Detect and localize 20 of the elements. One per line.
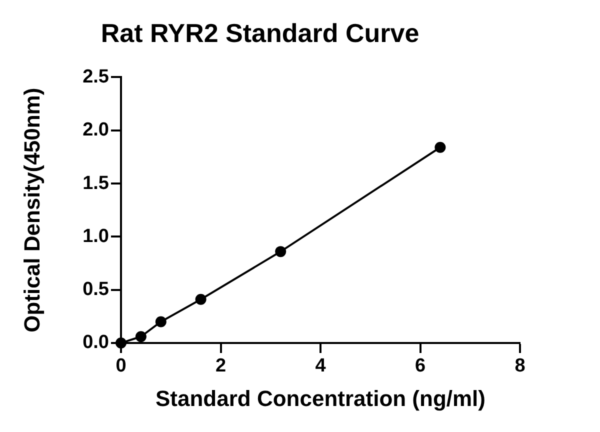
point — [434, 142, 446, 153]
point — [195, 294, 206, 305]
point — [275, 246, 286, 258]
point — [135, 331, 146, 342]
x-tick-label: 6 — [414, 356, 426, 377]
y-tick-label: 1.0 — [82, 226, 109, 247]
y-axis-title: Optical Density(450nm) — [19, 88, 44, 332]
point — [116, 338, 126, 348]
x-tick-label: 2 — [215, 356, 226, 377]
x-axis-title: Standard Concentration (ng/ml) — [156, 386, 486, 411]
y-tick-label: 1.5 — [82, 172, 110, 194]
y-tick-label: 0.0 — [82, 332, 109, 354]
x-tick-label: 0 — [116, 356, 126, 377]
x-tick-label: 8 — [514, 356, 526, 377]
x-tick-label: 4 — [315, 356, 326, 377]
y-tick-label: 2.0 — [82, 120, 109, 141]
point — [155, 316, 166, 328]
chart-title: Rat RYR2 Standard Curve — [100, 18, 420, 48]
y-tick-label: 0.5 — [82, 279, 110, 300]
y-tick-label: 2.5 — [82, 66, 110, 88]
